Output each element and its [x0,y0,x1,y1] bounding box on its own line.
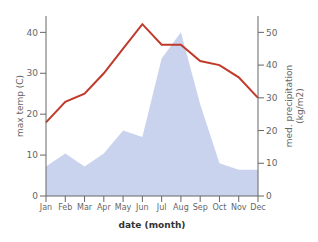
svg-text:30: 30 [266,93,278,103]
svg-text:Nov: Nov [231,203,247,212]
svg-text:30: 30 [27,68,39,78]
svg-text:date (month): date (month) [119,220,186,230]
svg-text:Dec: Dec [250,203,265,212]
svg-text:max temp (C): max temp (C) [15,75,25,137]
svg-text:50: 50 [266,28,278,38]
svg-text:Sep: Sep [193,203,208,212]
svg-text:0: 0 [32,191,38,201]
svg-text:Jan: Jan [39,203,52,212]
svg-text:10: 10 [27,150,39,160]
svg-text:Mar: Mar [77,203,93,212]
svg-text:Oct: Oct [213,203,227,212]
svg-text:20: 20 [27,109,39,119]
svg-text:Jul: Jul [156,203,167,212]
svg-text:Jun: Jun [135,203,149,212]
svg-text:20: 20 [266,126,278,136]
svg-text:med. precipitation(kg/m2): med. precipitation(kg/m2) [284,65,305,147]
svg-text:40: 40 [266,60,278,70]
svg-text:Aug: Aug [173,203,189,212]
svg-text:40: 40 [27,28,39,38]
svg-text:Feb: Feb [58,203,72,212]
svg-text:0: 0 [266,191,272,201]
svg-text:10: 10 [266,158,278,168]
svg-text:Apr: Apr [97,203,112,212]
svg-text:May: May [115,203,132,212]
